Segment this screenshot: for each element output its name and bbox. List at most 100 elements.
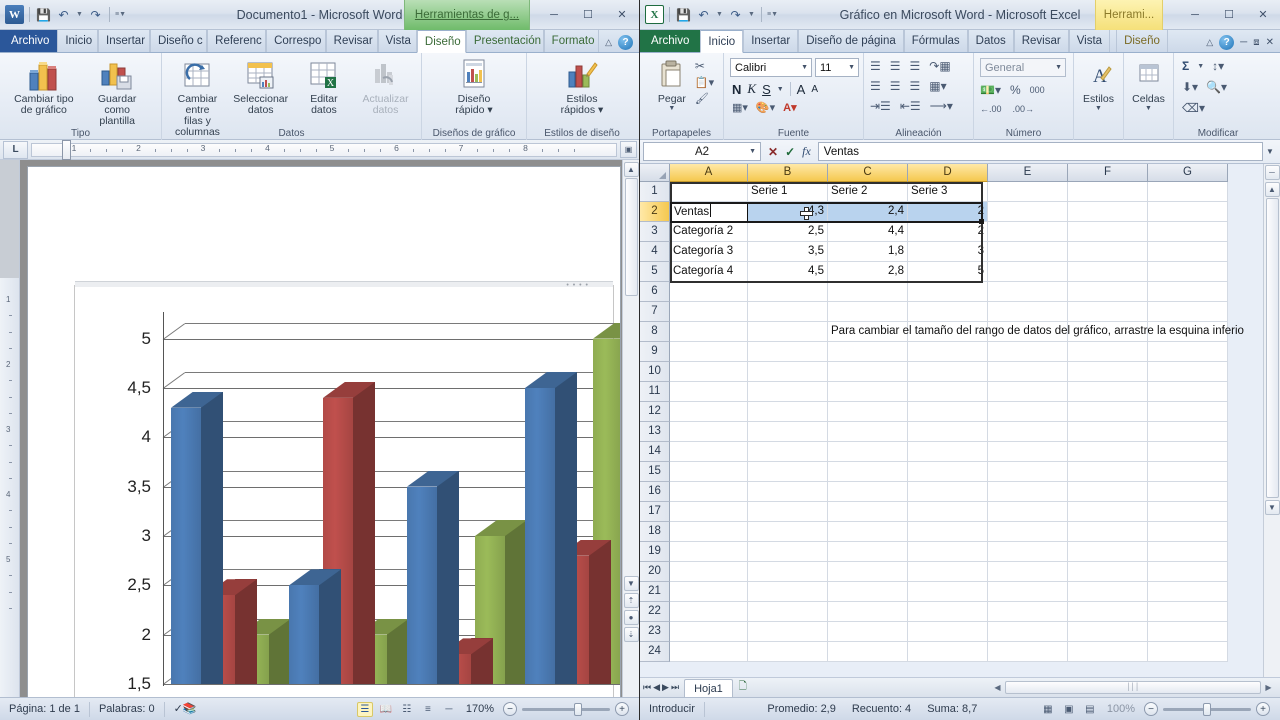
table-row[interactable]: 16: [640, 482, 1280, 502]
tab-datos[interactable]: Datos: [967, 30, 1014, 52]
cell-B23[interactable]: [748, 622, 828, 642]
row-header-9[interactable]: 9: [640, 342, 670, 362]
cell-E4[interactable]: [988, 242, 1068, 262]
show-ruler-icon[interactable]: ▣: [620, 141, 637, 158]
cell-G21[interactable]: [1148, 582, 1228, 602]
undo-dropdown-icon[interactable]: ▼: [716, 11, 723, 18]
cell-D24[interactable]: [908, 642, 988, 662]
increase-font-size-icon[interactable]: A: [796, 81, 806, 97]
cell-G6[interactable]: [1148, 282, 1228, 302]
sheet-tab-bar[interactable]: ⏮ ◀ ▶ ⏭ Hoja1 🗋 ◀ │││ ▶: [640, 677, 1280, 697]
accept-icon[interactable]: ✓: [785, 144, 796, 159]
font-size-box[interactable]: 11 ▼: [815, 58, 859, 77]
cell-C1[interactable]: Serie 2: [828, 182, 908, 202]
table-row[interactable]: 24: [640, 642, 1280, 662]
zoom-slider-handle[interactable]: [574, 702, 582, 716]
cell-E16[interactable]: [988, 482, 1068, 502]
cell-C2[interactable]: 2,4: [828, 202, 908, 222]
column-header-D[interactable]: D: [908, 164, 988, 182]
table-row[interactable]: 22: [640, 602, 1280, 622]
view-outline-icon[interactable]: ≡: [424, 703, 431, 715]
column-header-B[interactable]: B: [748, 164, 828, 182]
zoom-slider-handle[interactable]: [1202, 702, 1211, 716]
table-row[interactable]: 5 Categoría 4 4,5 2,8 5: [640, 262, 1280, 282]
cell-D19[interactable]: [908, 542, 988, 562]
tab-correspondencia[interactable]: Correspo: [266, 30, 326, 52]
tab-diseno[interactable]: Diseño: [1116, 30, 1168, 52]
last-sheet-icon[interactable]: ⏭: [670, 682, 680, 692]
previous-page-icon[interactable]: ⇡: [623, 593, 639, 608]
quick-layout-button[interactable]: Diseño rápido ▾: [422, 56, 526, 118]
sort-filter-icon[interactable]: ↕▾: [1212, 59, 1225, 73]
first-sheet-icon[interactable]: ⏮: [643, 682, 652, 692]
table-row[interactable]: 8 Para cambiar el tamaño del rango de dat…: [640, 322, 1280, 342]
save-template-button[interactable]: Guardar como plantilla: [81, 56, 154, 129]
zoom-slider[interactable]: [522, 702, 610, 716]
insert-function-icon[interactable]: fx: [802, 144, 811, 158]
scroll-up-icon[interactable]: ▲: [623, 162, 639, 177]
cell-A15[interactable]: [670, 462, 748, 482]
view-web-layout-icon[interactable]: ☷: [402, 703, 412, 715]
table-row[interactable]: 1 Serie 1 Serie 2 Serie 3: [640, 182, 1280, 202]
row-header-19[interactable]: 19: [640, 542, 670, 562]
cell-D9[interactable]: [908, 342, 988, 362]
cell-C13[interactable]: [828, 422, 908, 442]
row-header-15[interactable]: 15: [640, 462, 670, 482]
cell-F16[interactable]: [1068, 482, 1148, 502]
cell-B1[interactable]: Serie 1: [748, 182, 828, 202]
cell-A4[interactable]: Categoría 3: [670, 242, 748, 262]
cell-D18[interactable]: [908, 522, 988, 542]
cell-C20[interactable]: [828, 562, 908, 582]
find-select-icon[interactable]: 🔍▾: [1206, 80, 1228, 94]
cell-F21[interactable]: [1068, 582, 1148, 602]
view-fullscreen-reading-icon[interactable]: 📖: [379, 703, 393, 715]
close-icon[interactable]: ✕: [1258, 9, 1268, 21]
decrease-indent-icon[interactable]: ⇥☰: [870, 99, 891, 113]
excel-app-icon[interactable]: X: [645, 5, 664, 24]
cell-E2[interactable]: [988, 202, 1068, 222]
minimize-ribbon-icon[interactable]: △: [605, 37, 613, 47]
cell-D10[interactable]: [908, 362, 988, 382]
excel-window-buttons[interactable]: ─ ☐ ✕: [1184, 8, 1280, 22]
cell-A22[interactable]: [670, 602, 748, 622]
cell-A18[interactable]: [670, 522, 748, 542]
autosum-icon[interactable]: Σ: [1182, 59, 1190, 73]
cell-G9[interactable]: [1148, 342, 1228, 362]
cell-E10[interactable]: [988, 362, 1068, 382]
cell-C24[interactable]: [828, 642, 908, 662]
customize-qat-icon[interactable]: ≡▼: [767, 11, 779, 18]
table-row[interactable]: 23: [640, 622, 1280, 642]
table-row[interactable]: 3 Categoría 2 2,5 4,4 2: [640, 222, 1280, 242]
cell-C3[interactable]: 4,4: [828, 222, 908, 242]
view-page-layout-icon[interactable]: ▣: [1064, 703, 1074, 715]
redo-icon[interactable]: ↷: [90, 7, 101, 22]
formula-bar[interactable]: A2 ▼ ✕ ✓ fx Ventas ▼: [640, 140, 1280, 164]
cell-D12[interactable]: [908, 402, 988, 422]
increase-decimal-icon[interactable]: ←.00: [980, 104, 1002, 114]
cell-G3[interactable]: [1148, 222, 1228, 242]
cell-E20[interactable]: [988, 562, 1068, 582]
cell-E12[interactable]: [988, 402, 1068, 422]
word-vertical-scrollbar[interactable]: ▲ ▼ ⇡ ● ⇣: [622, 160, 639, 698]
cells-button[interactable]: Celdas ▼: [1124, 56, 1173, 114]
zoom-out-icon[interactable]: −: [503, 702, 517, 716]
cells-dropdown-icon[interactable]: ▼: [1145, 105, 1152, 112]
cell-C12[interactable]: [828, 402, 908, 422]
row-header-1[interactable]: 1: [640, 182, 670, 202]
cell-G20[interactable]: [1148, 562, 1228, 582]
table-row[interactable]: 13: [640, 422, 1280, 442]
cell-B10[interactable]: [748, 362, 828, 382]
status-average[interactable]: Promedio: 2,9: [767, 703, 836, 715]
table-row[interactable]: 17: [640, 502, 1280, 522]
tab-diseno-grafico[interactable]: Diseño: [416, 30, 466, 53]
cell-A9[interactable]: [670, 342, 748, 362]
tab-archivo[interactable]: Archivo: [640, 30, 701, 52]
tab-diseno-pagina[interactable]: Diseño c: [149, 30, 208, 52]
row-header-10[interactable]: 10: [640, 362, 670, 382]
formula-input[interactable]: Ventas: [817, 142, 1263, 161]
cell-F3[interactable]: [1068, 222, 1148, 242]
quick-styles-button[interactable]: Estilos rápidos ▾: [527, 56, 637, 118]
cell-D3[interactable]: 2: [908, 222, 988, 242]
tab-vista[interactable]: Vista: [1068, 30, 1111, 52]
